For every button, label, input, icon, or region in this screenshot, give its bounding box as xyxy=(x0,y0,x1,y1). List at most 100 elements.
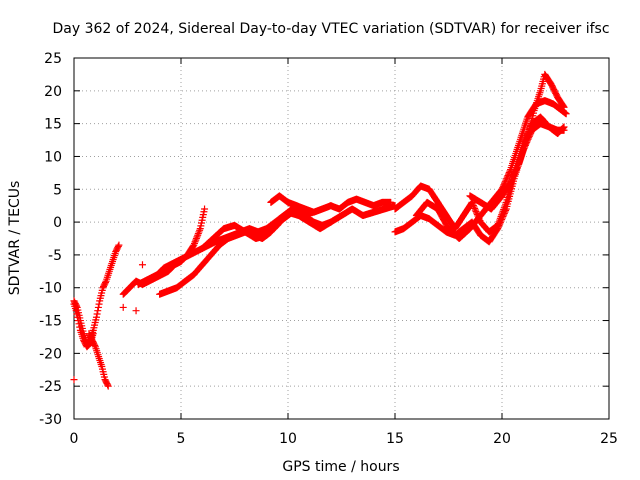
series-trace-2 xyxy=(85,330,112,390)
data-point xyxy=(190,239,198,247)
data-point xyxy=(503,173,511,181)
data-point xyxy=(76,323,84,331)
y-tick-label: -15 xyxy=(39,314,62,330)
x-tick-label: 5 xyxy=(177,431,186,447)
data-point xyxy=(510,171,518,179)
data-point xyxy=(191,238,199,246)
data-point xyxy=(514,161,522,169)
outlier-point xyxy=(138,261,146,269)
data-point xyxy=(94,303,102,311)
data-point xyxy=(473,209,481,217)
data-point xyxy=(514,162,522,170)
data-point xyxy=(193,233,201,241)
data-point xyxy=(559,124,567,132)
data-point xyxy=(507,177,515,185)
data-point xyxy=(104,382,112,390)
x-tick-labels: 0 5 10 15 20 25 xyxy=(70,431,618,447)
data-point xyxy=(74,313,82,321)
data-point xyxy=(114,242,122,250)
data-point xyxy=(115,241,123,249)
data-point xyxy=(387,198,395,206)
data-point xyxy=(512,167,520,175)
data-point xyxy=(194,230,202,238)
series-trace-8 xyxy=(267,192,395,216)
data-point xyxy=(505,169,513,177)
outlier-point xyxy=(119,303,127,311)
data-point xyxy=(509,174,517,182)
data-point xyxy=(201,205,209,213)
data-point xyxy=(470,203,478,211)
data-point xyxy=(511,168,519,176)
y-tick-label: -5 xyxy=(48,248,62,264)
data-point xyxy=(562,110,570,118)
y-tick-label: 15 xyxy=(44,117,62,133)
y-tick-label: 10 xyxy=(44,149,62,165)
data-point xyxy=(94,307,102,315)
data-point xyxy=(73,310,81,318)
data-point xyxy=(503,175,511,183)
x-tick-label: 10 xyxy=(279,431,297,447)
x-tick-label: 25 xyxy=(600,431,618,447)
data-point xyxy=(471,204,479,212)
series-trace-7 xyxy=(198,202,399,252)
y-tick-label: 0 xyxy=(53,215,62,231)
data-points-layer xyxy=(70,70,570,390)
data-point xyxy=(511,170,519,178)
data-point xyxy=(194,231,202,239)
series-trace-12 xyxy=(466,70,568,213)
data-point xyxy=(195,228,203,236)
data-point xyxy=(469,201,477,209)
x-axis-label: GPS time / hours xyxy=(282,459,399,475)
y-tick-label: -20 xyxy=(39,346,62,362)
y-tick-labels: 25 20 15 10 5 0 -5 -10 -15 -20 -25 -30 xyxy=(39,51,62,428)
outlier-point xyxy=(132,307,140,315)
y-tick-label: -10 xyxy=(39,281,62,297)
data-point xyxy=(559,102,567,110)
data-point xyxy=(471,206,479,214)
data-point xyxy=(507,179,515,187)
series-trace-9 xyxy=(391,120,568,246)
x-tick-label: 20 xyxy=(493,431,511,447)
data-point xyxy=(75,320,83,328)
data-point xyxy=(501,178,509,186)
data-point xyxy=(560,123,568,131)
y-tick-label: 5 xyxy=(53,182,62,198)
series-trace-1 xyxy=(70,241,123,348)
y-axis-label: SDTVAR / TECUs xyxy=(7,181,23,296)
outlier-point xyxy=(70,376,78,384)
data-point xyxy=(101,278,109,286)
data-point xyxy=(502,176,510,184)
data-point xyxy=(508,176,516,184)
data-point xyxy=(89,330,97,338)
data-point xyxy=(95,300,103,308)
y-tick-label: 20 xyxy=(44,84,62,100)
data-point xyxy=(192,236,200,244)
data-point xyxy=(91,341,99,349)
data-point xyxy=(512,165,520,173)
data-point xyxy=(559,124,567,132)
grid-layer xyxy=(74,58,609,419)
data-point xyxy=(505,170,513,178)
data-point xyxy=(472,207,480,215)
data-point xyxy=(192,235,200,242)
ticks-layer xyxy=(73,57,610,420)
data-point xyxy=(469,200,477,208)
data-point xyxy=(74,317,82,325)
data-point xyxy=(104,381,112,389)
data-point xyxy=(506,167,514,175)
y-tick-label: -25 xyxy=(39,379,62,395)
x-tick-label: 0 xyxy=(70,431,79,447)
series-trace-11 xyxy=(412,97,570,242)
data-point xyxy=(196,226,204,234)
y-tick-label: -30 xyxy=(39,412,62,428)
data-point xyxy=(92,313,100,321)
chart-title: Day 362 of 2024, Sidereal Day-to-day VTE… xyxy=(52,21,609,37)
series-trace-3 xyxy=(70,300,97,351)
data-point xyxy=(509,173,517,181)
plot-frame xyxy=(73,57,610,420)
data-point xyxy=(560,103,568,111)
data-point xyxy=(190,241,198,249)
data-point xyxy=(504,172,512,180)
x-tick-label: 15 xyxy=(386,431,404,447)
